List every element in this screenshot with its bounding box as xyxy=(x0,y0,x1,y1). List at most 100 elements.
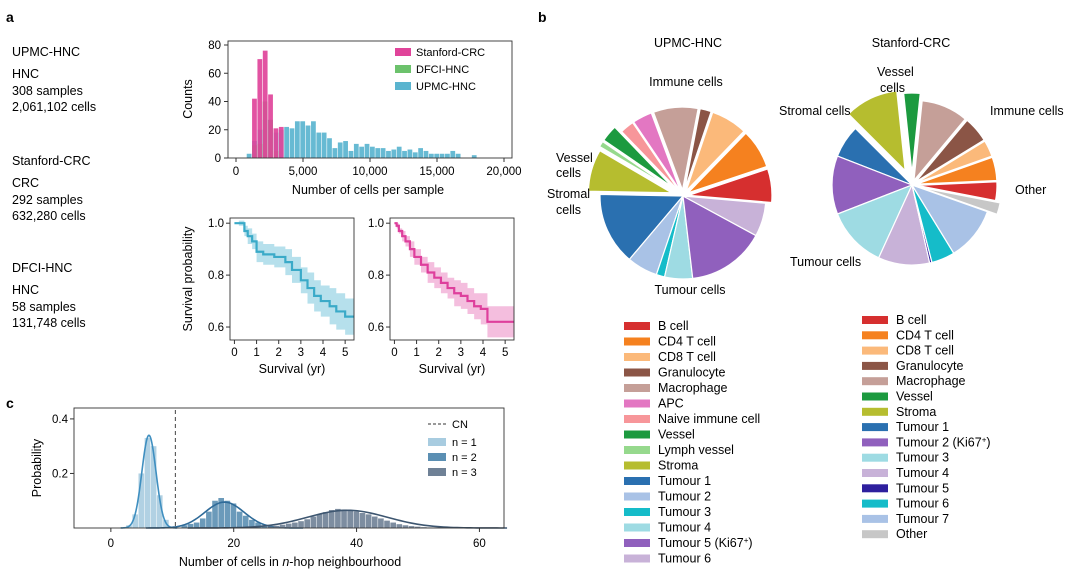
legend-label: Tumour 4 xyxy=(896,466,949,480)
cohort-name: DFCI-HNC xyxy=(12,261,72,275)
cohort-type: CRC xyxy=(12,176,39,190)
panel-label-c: c xyxy=(6,395,14,411)
pie-slice xyxy=(916,156,998,185)
histogram-bar xyxy=(439,153,445,158)
x-tick-label: 5,000 xyxy=(289,166,318,178)
histogram-bar xyxy=(305,125,311,158)
pie-slice xyxy=(902,92,921,174)
legend-swatch xyxy=(624,539,650,547)
pie-slice xyxy=(913,100,967,183)
histogram-bar xyxy=(268,94,273,158)
hop-bar xyxy=(267,526,274,528)
y-tick-label: 20 xyxy=(208,125,221,137)
x-tick-label: 15,000 xyxy=(419,166,454,178)
histogram-bar xyxy=(327,138,332,158)
cohort-cells: 131,748 cells xyxy=(12,316,86,330)
hop-fit-line xyxy=(120,434,178,529)
histogram-bar xyxy=(434,153,440,158)
pie-slice xyxy=(685,111,745,192)
x-tick-label: 4 xyxy=(480,347,487,359)
hop-y-label: Probability xyxy=(30,438,44,497)
histogram-bar xyxy=(262,50,268,158)
histogram-bar xyxy=(418,148,423,158)
hop-bar xyxy=(279,524,286,528)
legend-swatch xyxy=(624,446,650,454)
pie-group-tumour: Tumour cells xyxy=(790,255,861,269)
histogram-chart: 0 5,000 10,000 15,000 20,000 0 20 40 60 80 Counts… xyxy=(181,40,522,197)
hop-bar xyxy=(304,519,310,528)
legend-label: Macrophage xyxy=(896,374,966,388)
x-tick-label: 2 xyxy=(276,347,282,359)
histogram-bar xyxy=(289,128,295,158)
histogram-bar xyxy=(402,150,407,158)
histogram-bar xyxy=(316,132,322,158)
legend-label: CD8 T cell xyxy=(896,344,954,358)
x-tick-label: 40 xyxy=(350,538,363,550)
survival-ci-band xyxy=(234,220,354,335)
hop-bar xyxy=(292,522,298,528)
hop-bar xyxy=(396,524,403,528)
histogram-bar xyxy=(273,128,279,158)
histogram-bar xyxy=(391,149,397,158)
histogram-bar xyxy=(380,148,386,158)
histogram-bar xyxy=(471,155,477,158)
panel-label-b: b xyxy=(538,9,547,25)
legend-swatch-n2 xyxy=(428,453,446,461)
histogram-bar xyxy=(300,121,306,158)
histogram-bar xyxy=(278,126,284,158)
hop-bar xyxy=(132,514,138,528)
histogram-bar xyxy=(257,59,263,158)
x-tick-label: 0 xyxy=(233,166,239,178)
hop-bar xyxy=(378,518,384,528)
hop-frame xyxy=(73,407,505,529)
legend-swatch xyxy=(624,508,650,516)
legend-swatch xyxy=(624,337,650,346)
hop-bar xyxy=(384,520,390,528)
legend-label-n3: n = 3 xyxy=(452,467,477,479)
legend-swatch xyxy=(862,438,888,447)
legend-swatch xyxy=(862,469,888,477)
pie-slice xyxy=(652,106,699,193)
legend-swatch xyxy=(624,477,650,485)
cohort-dfci: DFCI-HNC HNC 58 samples 131,748 cells xyxy=(12,261,86,330)
histogram-bar xyxy=(294,121,300,158)
histogram-bar xyxy=(343,141,348,158)
y-tick-label: 0.8 xyxy=(208,270,224,282)
y-tick-label: 0.6 xyxy=(368,322,384,334)
cohort-samples: 58 samples xyxy=(12,300,76,314)
pie-slice xyxy=(620,121,680,192)
histogram-bar xyxy=(450,150,456,158)
legend-label: Other xyxy=(896,527,927,541)
x-tick-label: 0 xyxy=(108,538,114,550)
legend-label: Tumour 2 (Ki67+) xyxy=(896,435,991,450)
legend-label: Tumour 2 xyxy=(658,490,711,504)
histogram-bar xyxy=(407,149,413,158)
legend-label: Granulocyte xyxy=(658,366,725,380)
y-tick-label: 80 xyxy=(208,40,221,52)
x-tick-label: 0 xyxy=(231,347,237,359)
hop-fit-line xyxy=(187,509,508,529)
y-tick-label: 0.4 xyxy=(52,414,69,426)
legend-swatch-stanford xyxy=(395,48,411,56)
x-tick-label: 1 xyxy=(413,347,419,359)
cohort-type: HNC xyxy=(12,283,39,297)
hop-bar xyxy=(359,513,366,528)
legend-label: Tumour 5 (Ki67+) xyxy=(658,536,753,551)
legend-swatch xyxy=(624,492,650,501)
legend-swatch xyxy=(624,461,650,470)
hop-bar xyxy=(316,514,323,528)
hop-bar xyxy=(206,511,212,528)
legend-label: Tumour 6 xyxy=(896,497,949,511)
survival-curve xyxy=(394,222,514,338)
pie-slice xyxy=(599,193,685,261)
legend-swatch xyxy=(862,530,888,539)
legend-label: CD4 T cell xyxy=(896,328,954,342)
survival-x-label: Survival (yr) xyxy=(259,362,326,376)
x-tick-label: 1 xyxy=(253,347,259,359)
legend-cn-label: CN xyxy=(452,419,468,431)
x-tick-label: 10,000 xyxy=(352,166,387,178)
legend-label: Tumour 1 xyxy=(658,474,711,488)
histogram-bars xyxy=(246,50,477,158)
legend-label: Naive immune cell xyxy=(658,412,760,426)
